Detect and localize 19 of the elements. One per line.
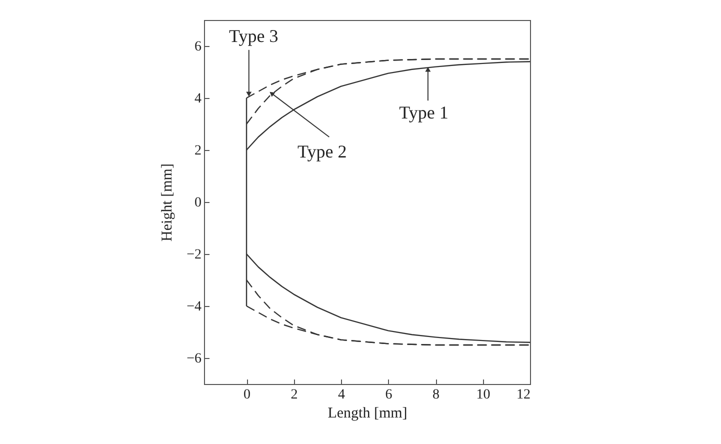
x-tick-label: 4 [338, 388, 346, 402]
y-tick-label: −4 [186, 300, 202, 314]
x-tick-label: 8 [432, 388, 440, 402]
x-tick-label: 2 [290, 388, 298, 402]
y-tick-label: −6 [186, 352, 202, 366]
x-tick-label: 6 [385, 388, 392, 402]
y-axis-title: Height [mm] [160, 164, 176, 242]
x-tick-label: 12 [516, 388, 530, 402]
annotation: Type 1 [399, 102, 448, 123]
x-tick-label: 0 [244, 388, 251, 402]
y-tick-label: −2 [186, 248, 202, 262]
x-axis-title: Length [mm] [328, 406, 408, 422]
y-tick-label: 4 [194, 92, 202, 106]
y-tick-label: 0 [194, 196, 202, 210]
annotation: Type 2 [298, 142, 347, 162]
x-tick-label: 10 [476, 388, 490, 402]
y-tick-label: 2 [194, 144, 202, 158]
y-tick-label: 6 [194, 40, 202, 54]
annotation: Type 3 [228, 26, 278, 46]
